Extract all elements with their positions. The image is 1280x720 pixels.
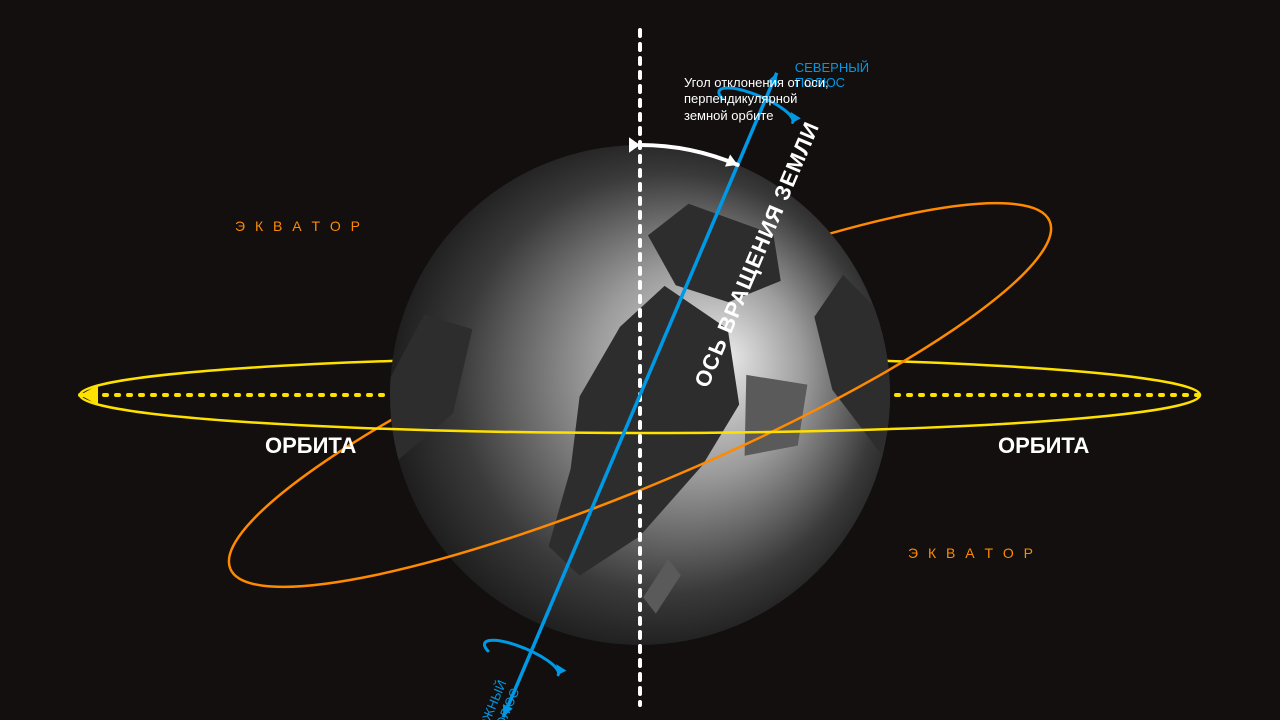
- diagram-svg: ОСЬ ВРАЩЕНИЯ ЗЕМЛИ: [0, 0, 1280, 720]
- earth: [343, 117, 944, 670]
- diagram-stage: ОСЬ ВРАЩЕНИЯ ЗЕМЛИ ОРБИТА ОРБИТА Э К В А…: [0, 0, 1280, 720]
